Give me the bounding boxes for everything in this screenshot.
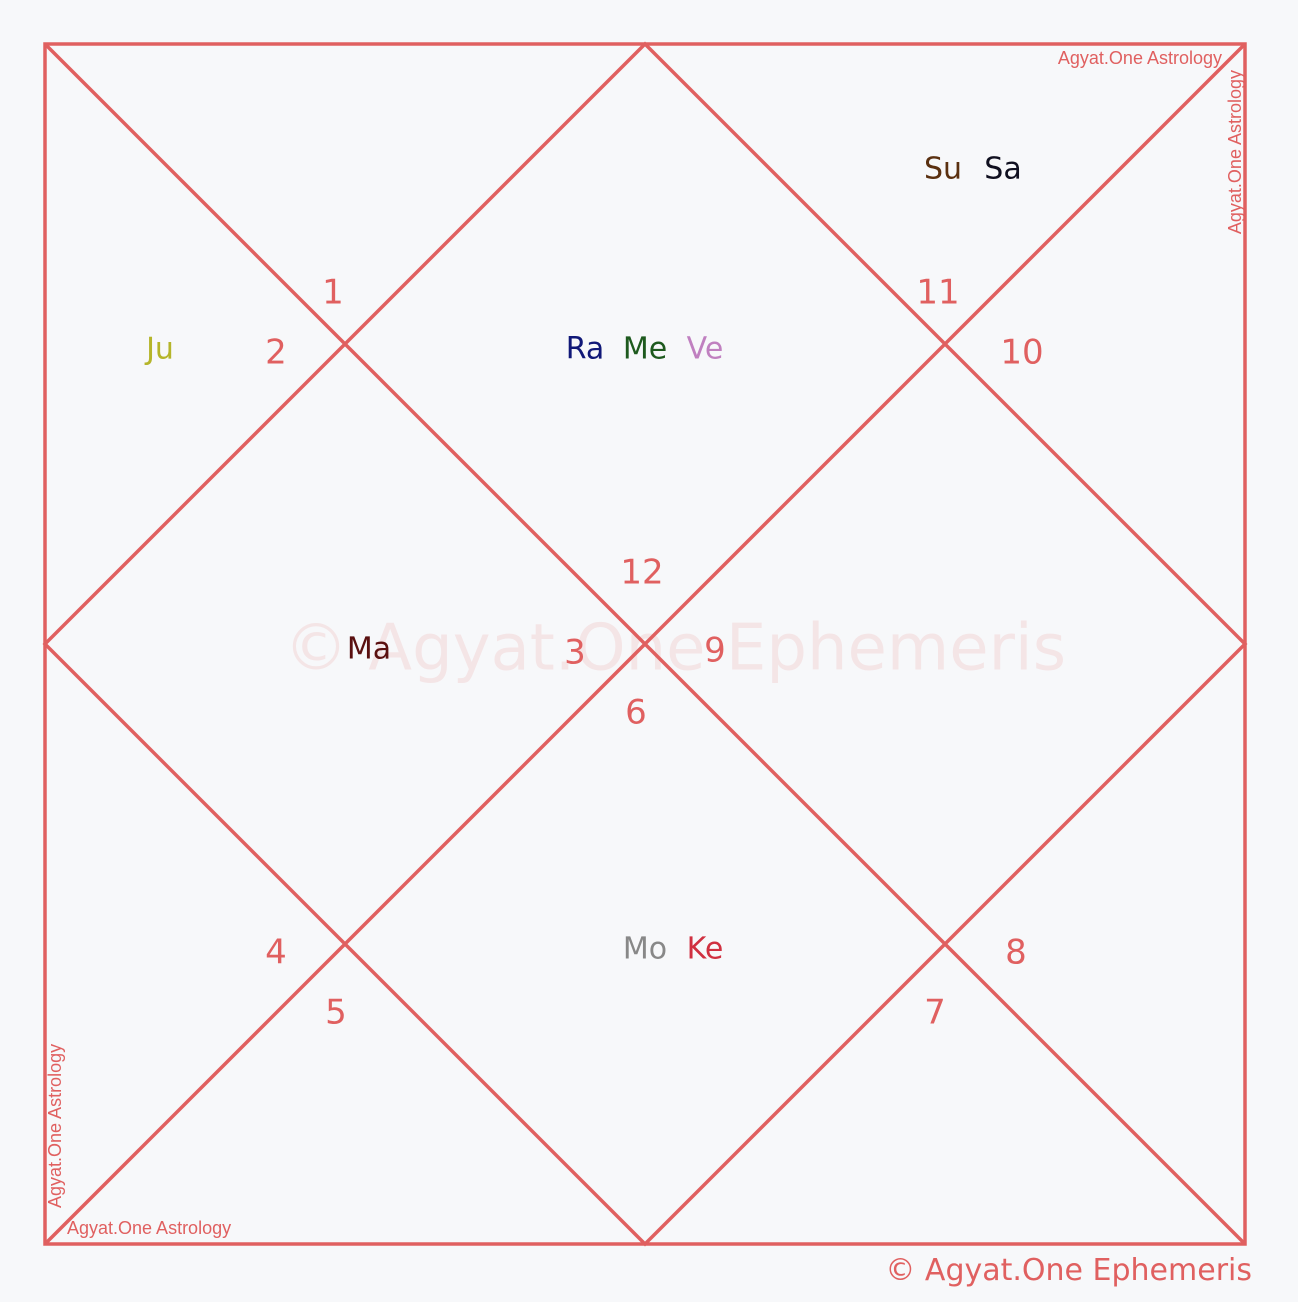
house-number-12: 12	[620, 553, 663, 593]
planet-ra: Ra	[566, 332, 605, 367]
planet-ju: Ju	[144, 332, 174, 367]
chart-lines	[42, 41, 1248, 1247]
planet-me: Me	[623, 332, 667, 367]
planet-sa: Sa	[984, 152, 1021, 187]
planet-ke: Ke	[687, 932, 724, 967]
house-number-1: 1	[322, 273, 344, 313]
house-number-3: 3	[564, 633, 586, 673]
copyright-text: © Agyat.One Ephemeris	[885, 1253, 1252, 1288]
house-number-5: 5	[325, 993, 347, 1033]
house-number-6: 6	[625, 693, 647, 733]
planet-ma: Ma	[347, 632, 391, 667]
house-number-11: 11	[916, 273, 959, 313]
brand-mark-top-right: Agyat.One Astrology	[1058, 48, 1222, 68]
brand-mark-top-right-vertical: Agyat.One Astrology	[1225, 70, 1245, 234]
house-number-10: 10	[1000, 333, 1043, 373]
house-number-9: 9	[704, 631, 726, 671]
brand-mark-bottom-left: Agyat.One Astrology	[67, 1218, 231, 1238]
planet-mo: Mo	[623, 932, 667, 967]
planet-su: Su	[924, 152, 962, 187]
diagonal-tr-bl	[43, 42, 1247, 1246]
brand-mark-bottom-left-vertical: Agyat.One Astrology	[45, 1044, 65, 1208]
inner-diamond	[42, 41, 1248, 1247]
house-numbers: 1 2 3 4 5 6 7 8 9 10 11 12	[265, 273, 1043, 1033]
house-number-2: 2	[265, 333, 287, 373]
house-number-4: 4	[265, 933, 287, 973]
house-number-7: 7	[924, 993, 946, 1033]
house-number-8: 8	[1005, 933, 1027, 973]
planets: Ju Ma Mo Ke Su Sa Ra Me Ve	[144, 152, 1022, 967]
planet-ve: Ve	[687, 332, 724, 367]
